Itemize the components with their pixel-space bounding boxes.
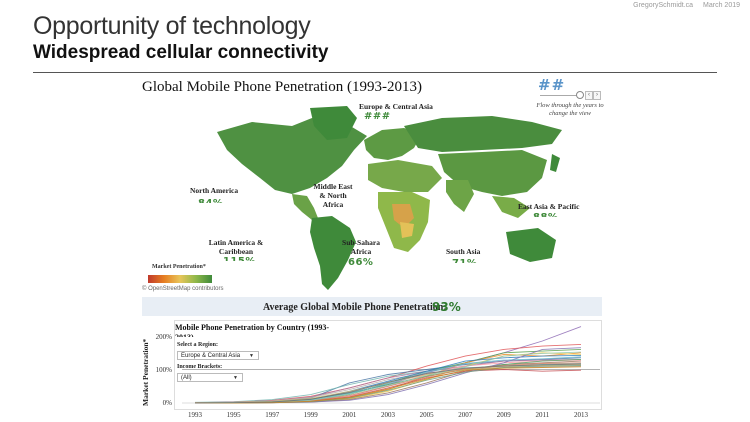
map-europe: [364, 128, 422, 160]
region-value-south-asia: 71%: [452, 258, 477, 263]
region-select[interactable]: Europe & Central Asia ▼: [177, 351, 259, 360]
region-label-mena: Middle East & North Africa: [313, 182, 353, 209]
y-tick-label: 0%: [162, 399, 172, 407]
map-south-america: [310, 216, 356, 290]
x-tick-label: 2007: [458, 411, 473, 419]
slide-meta: GregorySchmidt.ca March 2019: [625, 2, 740, 9]
map-south-asia: [446, 180, 474, 212]
map-southeast-asia: [492, 196, 530, 218]
world-map-svg: [217, 106, 562, 290]
map-ssa-mid: [400, 222, 414, 238]
map-australia: [506, 228, 556, 262]
country-chart-panel: [174, 320, 602, 410]
region-value-north-america: 84%: [198, 198, 223, 203]
flow-note: Flow through the years to change the vie…: [536, 102, 604, 117]
x-tick-label: 2011: [535, 411, 550, 419]
map-japan: [550, 154, 560, 172]
map-attribution: © OpenStreetMap contributors: [142, 286, 224, 292]
next-year-button[interactable]: ›: [593, 91, 601, 100]
income-select-value: (All): [181, 375, 192, 381]
map-title: Global Mobile Phone Penetration (1993-20…: [142, 79, 422, 95]
y-tick-label: 100%: [155, 366, 172, 374]
prev-year-button[interactable]: ‹: [585, 91, 593, 100]
x-tick-label: 2013: [574, 411, 588, 419]
legend-title: Market Penetration*: [152, 264, 206, 270]
average-value: 93%: [432, 300, 461, 314]
region-filter-label: Select a Region:: [177, 342, 218, 348]
map-greenland: [310, 106, 357, 140]
x-tick-label: 2005: [419, 411, 434, 419]
x-tick-label: 2003: [381, 411, 395, 419]
income-filter-label: Income Brackets:: [177, 364, 223, 370]
region-label-east-asia: East Asia & Pacific: [518, 202, 580, 211]
map-mena: [368, 160, 442, 192]
x-tick-label: 1995: [226, 411, 241, 419]
average-label: Average Global Mobile Phone Penetration:: [263, 302, 447, 313]
legend-color-scale: [148, 275, 212, 283]
header-divider: [33, 72, 717, 73]
map-central-america: [292, 194, 318, 220]
date-label: March 2019: [703, 2, 740, 9]
average-banner: [142, 297, 602, 316]
x-tick-label: 1999: [303, 411, 318, 419]
region-label-ssa: Sub-Sahara Africa: [342, 238, 380, 256]
region-value-ssa: 66%: [348, 257, 374, 268]
x-tick-label: 1997: [265, 411, 280, 419]
region-select-value: Europe & Central Asia: [181, 353, 241, 359]
chevron-down-icon: ▼: [249, 353, 254, 359]
x-tick-label: 2001: [342, 411, 357, 419]
map-ssa-low: [392, 204, 414, 228]
year-slider-track[interactable]: [540, 95, 580, 96]
region-label-europe: Europe & Central Asia: [359, 102, 433, 111]
region-value-europe: ###: [364, 111, 391, 122]
region-label-south-asia: South Asia: [446, 247, 481, 256]
slide-heading: Opportunity of technology: [33, 12, 311, 40]
region-label-latin-america: Latin America & Caribbean: [208, 238, 264, 256]
chevron-down-icon: ▼: [233, 375, 238, 381]
year-display: ##: [538, 76, 566, 94]
year-slider-handle[interactable]: [576, 91, 584, 99]
map-russia: [404, 116, 562, 152]
region-value-east-asia: 88%: [533, 212, 558, 217]
country-chart-title: Mobile Phone Penetration by Country (199…: [175, 323, 329, 332]
income-select[interactable]: (All) ▼: [177, 373, 243, 382]
x-tick-label: 1993: [188, 411, 202, 419]
author-label: GregorySchmidt.ca: [633, 2, 694, 9]
world-map[interactable]: [142, 100, 602, 292]
country-chart-title-overflow: 2013): [175, 333, 194, 337]
x-tick-label: 2009: [496, 411, 511, 419]
y-tick-label: 200%: [155, 333, 172, 341]
region-value-latin-america: 115%: [223, 256, 256, 261]
slide-subheading: Widespread cellular connectivity: [33, 42, 329, 63]
region-label-north-america: North America: [190, 186, 239, 195]
